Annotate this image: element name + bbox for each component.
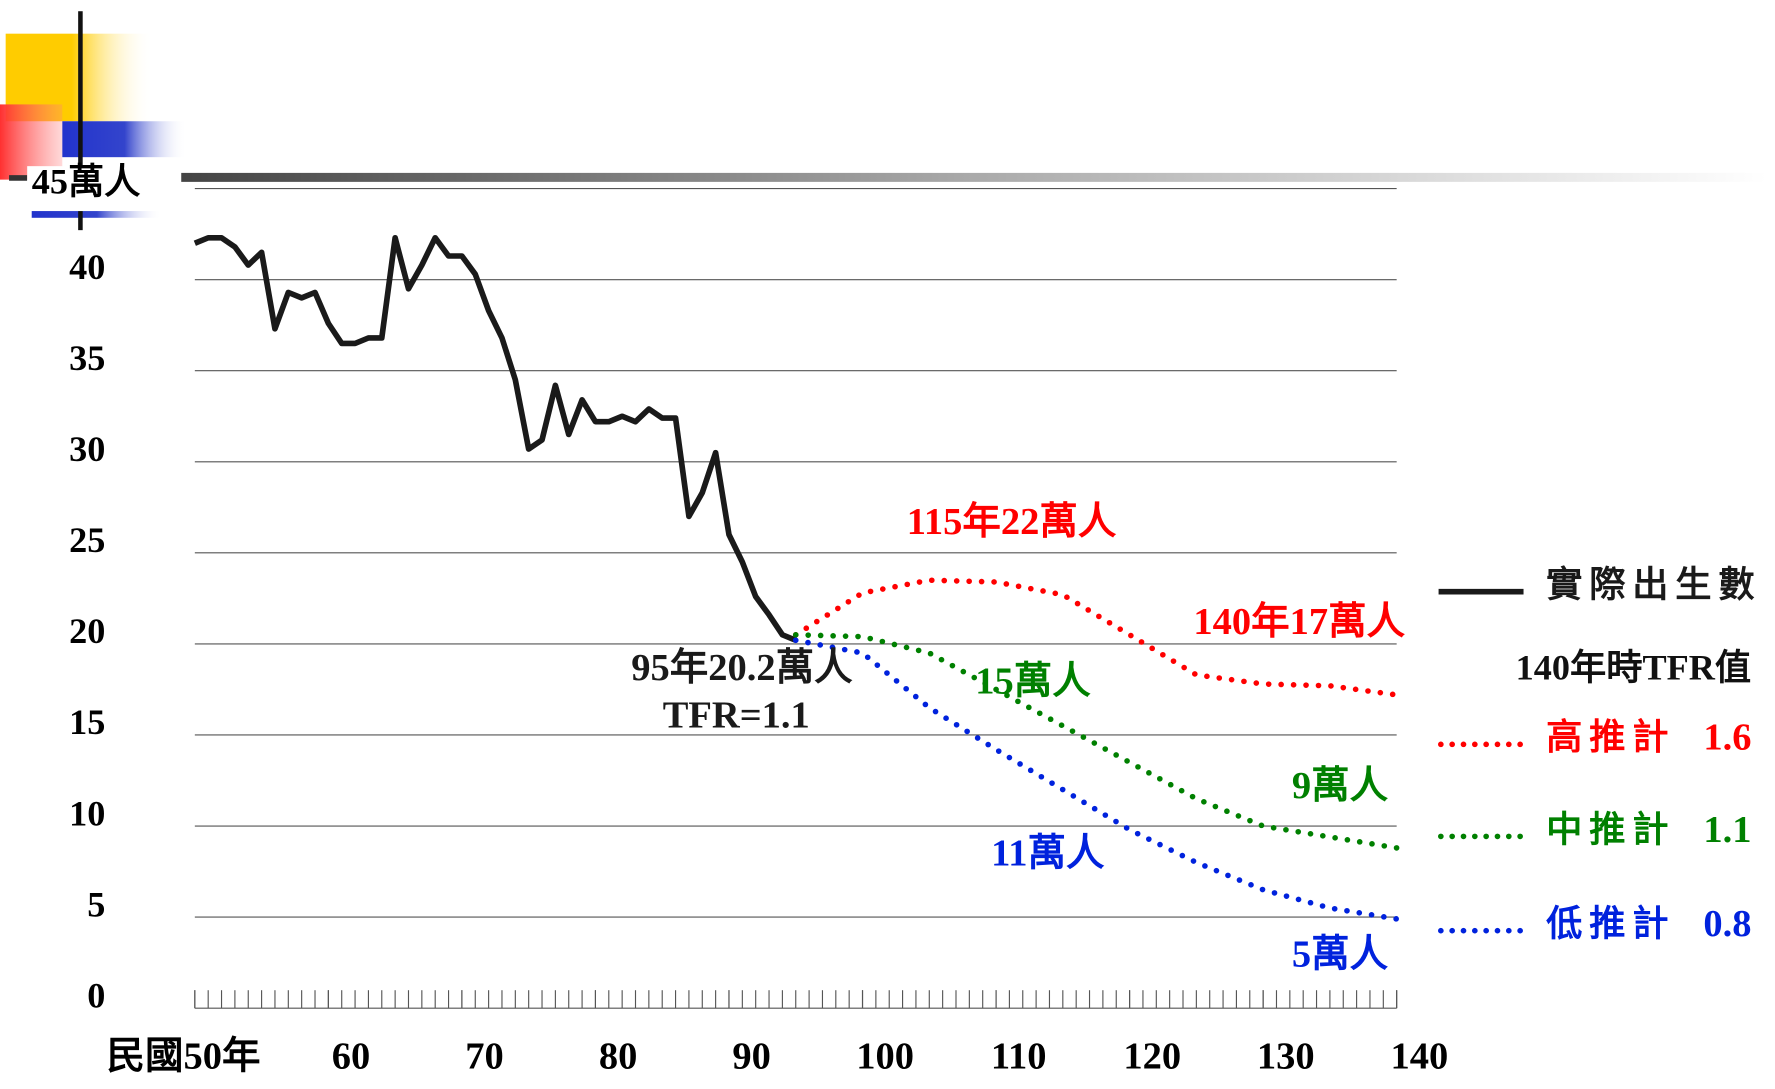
legend-label: 中推計 — [1546, 809, 1675, 849]
x-tick-label: 110 — [991, 1036, 1047, 1078]
y-tick-label: 35 — [69, 338, 105, 378]
y-tick-label: 30 — [69, 429, 105, 469]
y-tick-label: 10 — [69, 793, 105, 833]
x-tick-label: 130 — [1257, 1036, 1315, 1078]
y-tick-label: 5 — [87, 885, 105, 925]
y-tick-label: 15 — [69, 702, 105, 742]
legend-tfr: 0.8 — [1703, 903, 1751, 945]
annotation: 140年17萬人 — [1193, 600, 1405, 643]
y-tick-label: 45萬人 — [32, 162, 141, 202]
series-line — [193, 234, 797, 643]
label-bg — [27, 166, 166, 212]
x-tick-label: 80 — [599, 1036, 637, 1078]
series-line — [792, 577, 1400, 698]
y-tick-label: 0 — [87, 976, 105, 1016]
annotation: 5萬人 — [1292, 933, 1389, 976]
legend-title: 140年時TFR值 — [1516, 648, 1752, 688]
x-tick-label: 140 — [1390, 1036, 1448, 1078]
legend-label: 實際出生數 — [1546, 564, 1761, 605]
x-tick-label: 120 — [1123, 1036, 1181, 1078]
y-tick-label: 40 — [69, 247, 105, 287]
x-tick-label: 100 — [856, 1036, 914, 1078]
x-tick-label: 90 — [732, 1036, 770, 1078]
legend-label: 低推計 — [1546, 904, 1675, 944]
annotation: 11萬人 — [991, 832, 1105, 875]
x-tick-label: 60 — [332, 1036, 370, 1078]
x-tick-label: 民國50年 — [106, 1035, 260, 1078]
decoration — [0, 11, 1768, 231]
annotation: TFR=1.1 — [663, 694, 810, 736]
annotation: 115年22萬人 — [907, 500, 1117, 543]
series-line — [792, 637, 1400, 922]
annotation: 9萬人 — [1292, 764, 1389, 807]
legend-tfr: 1.6 — [1703, 717, 1751, 759]
y-tick-label: 20 — [69, 611, 105, 651]
legend-label: 高推計 — [1546, 717, 1675, 757]
annotation: 95年20.2萬人 — [631, 646, 853, 689]
series-line — [792, 632, 1400, 851]
x-tick-label: 70 — [465, 1036, 503, 1078]
legend-tfr: 1.1 — [1703, 809, 1751, 851]
y-tick-label: 25 — [69, 520, 105, 560]
annotation: 15萬人 — [975, 660, 1091, 703]
